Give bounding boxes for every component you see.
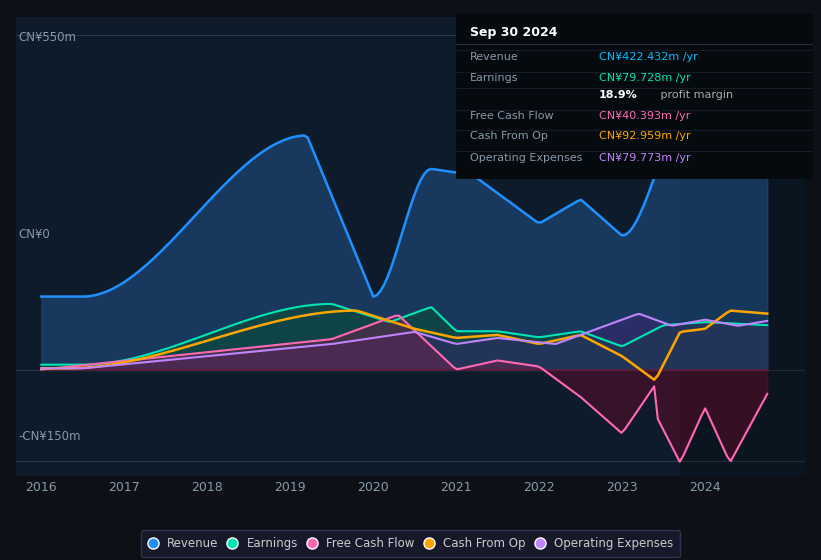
Text: CN¥92.959m /yr: CN¥92.959m /yr	[599, 131, 690, 141]
Text: CN¥0: CN¥0	[18, 228, 50, 241]
Bar	[680, 17, 805, 476]
Text: Earnings: Earnings	[470, 73, 518, 83]
Text: -CN¥150m: -CN¥150m	[18, 430, 80, 443]
Text: CN¥40.393m /yr: CN¥40.393m /yr	[599, 111, 690, 122]
Text: 18.9%: 18.9%	[599, 90, 637, 100]
Legend: Revenue, Earnings, Free Cash Flow, Cash From Op, Operating Expenses: Revenue, Earnings, Free Cash Flow, Cash …	[141, 530, 680, 557]
Text: Free Cash Flow: Free Cash Flow	[470, 111, 553, 122]
Text: Operating Expenses: Operating Expenses	[470, 153, 582, 163]
Text: Cash From Op: Cash From Op	[470, 131, 548, 141]
Text: Sep 30 2024: Sep 30 2024	[470, 26, 557, 39]
Text: CN¥79.728m /yr: CN¥79.728m /yr	[599, 73, 690, 83]
Text: CN¥422.432m /yr: CN¥422.432m /yr	[599, 52, 697, 62]
Text: CN¥79.773m /yr: CN¥79.773m /yr	[599, 153, 690, 163]
Text: CN¥550m: CN¥550m	[18, 31, 76, 44]
Text: profit margin: profit margin	[658, 90, 733, 100]
Text: Revenue: Revenue	[470, 52, 519, 62]
